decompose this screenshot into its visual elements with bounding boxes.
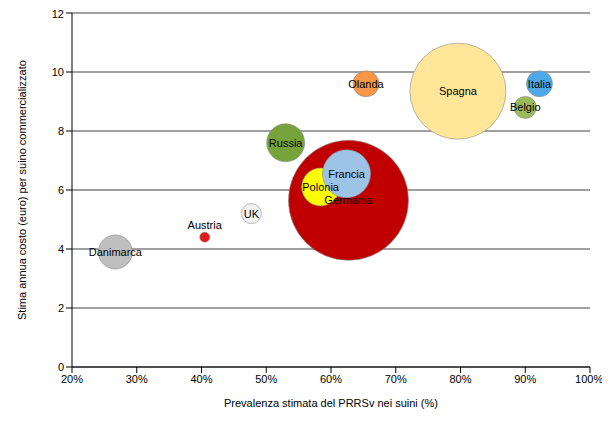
svg-text:70%: 70% — [385, 373, 407, 385]
svg-text:Germania: Germania — [324, 194, 373, 206]
svg-text:90%: 90% — [514, 373, 536, 385]
svg-text:Italia: Italia — [528, 78, 552, 90]
svg-text:80%: 80% — [449, 373, 471, 385]
svg-text:UK: UK — [244, 208, 260, 220]
svg-text:Prevalenza stimata del PRRSv n: Prevalenza stimata del PRRSv nei suini (… — [224, 397, 438, 409]
svg-text:60%: 60% — [320, 373, 342, 385]
svg-text:Danimarca: Danimarca — [89, 246, 143, 258]
svg-text:Olanda: Olanda — [348, 78, 384, 90]
svg-text:30%: 30% — [126, 373, 148, 385]
svg-text:0: 0 — [58, 361, 64, 373]
svg-text:50%: 50% — [255, 373, 277, 385]
svg-text:Stima annua costo (euro) per s: Stima annua costo (euro) per suino comme… — [16, 60, 28, 320]
svg-text:2: 2 — [58, 302, 64, 314]
svg-text:20%: 20% — [61, 373, 83, 385]
svg-text:4: 4 — [58, 243, 64, 255]
svg-text:Austria: Austria — [188, 219, 223, 231]
svg-text:Spagna: Spagna — [439, 85, 478, 97]
svg-text:100%: 100% — [575, 373, 602, 385]
svg-text:10: 10 — [52, 66, 64, 78]
svg-text:Polonia: Polonia — [302, 181, 340, 193]
svg-text:12: 12 — [52, 8, 64, 20]
svg-text:8: 8 — [58, 125, 64, 137]
svg-text:Russia: Russia — [269, 137, 304, 149]
svg-text:40%: 40% — [190, 373, 212, 385]
svg-text:Belgio: Belgio — [510, 101, 541, 113]
svg-text:Francia: Francia — [328, 168, 366, 180]
svg-text:6: 6 — [58, 184, 64, 196]
